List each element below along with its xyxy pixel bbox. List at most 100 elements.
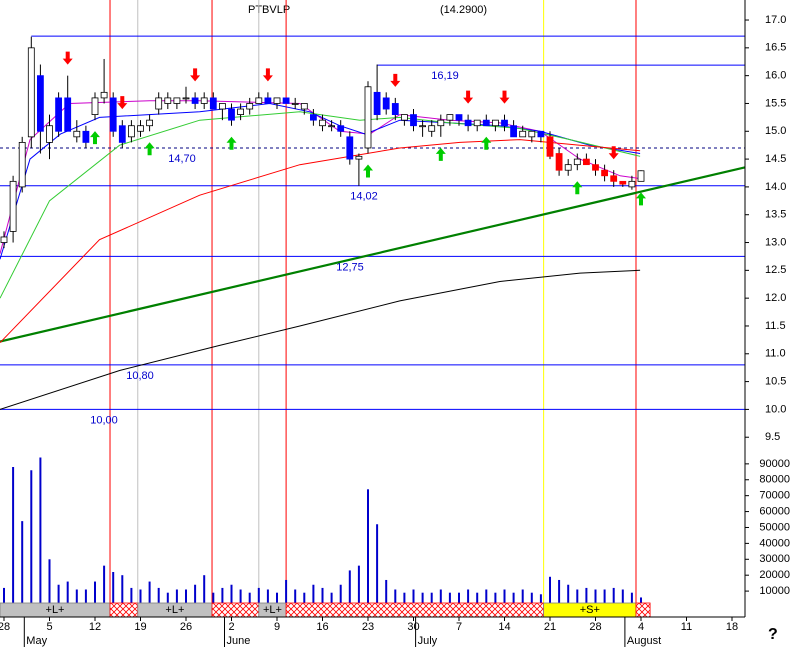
volume-tick-label: 50000 xyxy=(759,521,790,533)
candle-body xyxy=(255,97,263,104)
x-tick-label: 4 xyxy=(638,621,644,633)
candle-body xyxy=(164,97,172,104)
y-tick-label: 12.5 xyxy=(765,264,786,276)
buy-arrow xyxy=(363,164,373,178)
volume-tick-label: 30000 xyxy=(759,553,790,565)
candle-body xyxy=(273,97,281,104)
candle-body xyxy=(555,153,563,171)
y-tick-label: 10.5 xyxy=(765,375,786,387)
candle-body xyxy=(137,125,144,132)
candle-body xyxy=(309,114,317,121)
level-label: 10,80 xyxy=(126,370,154,382)
chart-title: PTBVLP xyxy=(248,4,290,16)
candle-body xyxy=(82,130,90,143)
y-tick-label: 17.0 xyxy=(765,14,786,26)
sell-arrow xyxy=(62,51,73,65)
candle-body xyxy=(446,114,454,121)
strip-label: +L+ xyxy=(165,604,184,616)
month-label: May xyxy=(26,635,47,647)
month-label: August xyxy=(627,635,661,647)
candle-body xyxy=(519,130,527,138)
buy-arrow xyxy=(435,147,446,161)
x-tick-label: 28 xyxy=(0,621,10,633)
candle-body xyxy=(373,91,381,115)
x-tick-label: 26 xyxy=(180,621,192,633)
candle-body xyxy=(410,114,417,127)
candle-body xyxy=(537,130,545,138)
candle-body xyxy=(355,155,363,160)
y-tick-label: 14.0 xyxy=(765,181,786,193)
candle-body xyxy=(400,114,408,121)
y-tick-label: 16.0 xyxy=(765,70,786,82)
x-tick-label: 21 xyxy=(544,621,556,633)
candle-body xyxy=(501,119,508,127)
candle-body xyxy=(46,125,53,143)
y-tick-label: 11.5 xyxy=(765,320,786,332)
y-tick-label: 12.0 xyxy=(765,292,786,304)
candle-body xyxy=(109,97,117,132)
candle-body xyxy=(510,125,518,138)
candle-body xyxy=(191,97,199,104)
candle-body xyxy=(564,164,572,171)
strip-segment xyxy=(285,602,545,618)
candle-body xyxy=(55,97,62,132)
volume-tick-label: 70000 xyxy=(759,490,790,502)
candle-body xyxy=(18,142,26,188)
candle-body xyxy=(246,103,254,110)
candle-body xyxy=(419,125,427,128)
volume-tick-label: 10000 xyxy=(759,585,790,597)
volume-tick-label: 20000 xyxy=(759,569,790,581)
candle-body xyxy=(473,119,481,127)
candle-body xyxy=(319,119,326,127)
buy-arrow xyxy=(226,136,237,150)
candle-body xyxy=(610,175,618,182)
chart-subtitle: (14.2900) xyxy=(440,4,487,16)
sell-arrow xyxy=(463,90,474,104)
candle-body xyxy=(428,125,436,132)
candle-body xyxy=(64,97,72,132)
candle-body xyxy=(291,103,299,105)
month-label: July xyxy=(418,635,438,647)
strip-label: +S+ xyxy=(580,604,600,616)
candle-body xyxy=(619,180,627,185)
buy-arrow xyxy=(636,192,646,206)
candle-body xyxy=(583,158,590,166)
candle-body xyxy=(464,119,472,127)
volume-tick-label: 80000 xyxy=(759,474,790,486)
x-tick-label: 23 xyxy=(362,621,374,633)
y-tick-label: 13.0 xyxy=(765,236,786,248)
candle-body xyxy=(391,103,399,115)
candle-body xyxy=(228,108,235,121)
sell-arrow xyxy=(608,146,619,160)
candle-body xyxy=(155,97,163,110)
y-tick-label: 15.5 xyxy=(765,97,786,109)
buy-arrow xyxy=(572,181,583,195)
moving-average xyxy=(0,269,641,410)
help-mark: ? xyxy=(768,626,778,643)
y-tick-label: 10.0 xyxy=(765,403,786,415)
candle-body xyxy=(218,103,226,110)
level-label: 14,70 xyxy=(168,153,196,165)
buy-arrow xyxy=(90,131,100,145)
volume-tick-label: 90000 xyxy=(759,458,790,470)
candle-body xyxy=(264,97,272,104)
strip-label: +L+ xyxy=(46,604,65,616)
candle-body xyxy=(91,97,99,115)
level-label: 12,75 xyxy=(336,261,364,273)
sell-arrow xyxy=(117,96,128,110)
level-label: 10,00 xyxy=(90,414,118,426)
candle-body xyxy=(146,119,154,127)
moving-average xyxy=(0,139,641,344)
candle-body xyxy=(491,119,499,127)
x-tick-label: 30 xyxy=(407,621,419,633)
x-tick-label: 7 xyxy=(456,621,462,633)
candle-body xyxy=(0,236,8,243)
candle-body xyxy=(328,125,336,128)
x-tick-label: 9 xyxy=(274,621,280,633)
candle-body xyxy=(628,180,636,188)
candle-body xyxy=(182,97,190,100)
candle-body xyxy=(528,130,536,138)
candle-body xyxy=(37,75,44,132)
month-label: June xyxy=(227,635,251,647)
strip-segment xyxy=(109,602,139,618)
